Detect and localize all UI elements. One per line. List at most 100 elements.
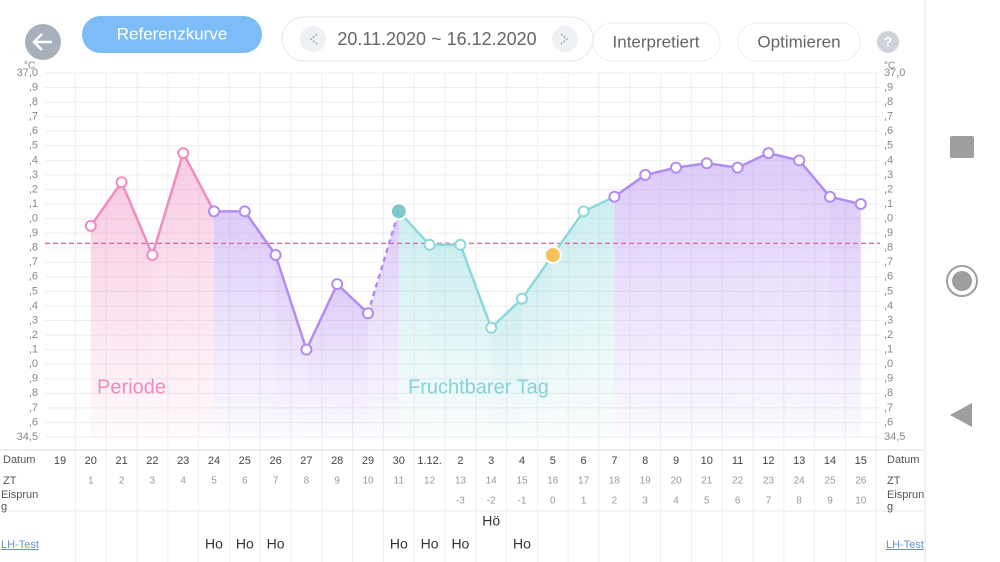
cycle-day: 3 [150,476,156,487]
prev-button[interactable] [300,26,326,52]
cycle-day: 7 [273,476,279,487]
cycle-day: 19 [640,476,652,487]
y-tick-label: ,8 [29,96,38,108]
line-segment [151,152,185,256]
y-tick-label: ,9 [29,81,38,93]
area [275,255,307,437]
date-label: 9 [673,455,679,467]
line-segment [613,173,646,198]
next-button[interactable] [552,26,578,52]
prev-icon [309,33,318,45]
cycle-day: 16 [547,476,559,487]
area [645,167,676,437]
cycle-day: 6 [242,476,248,487]
y-tick-label: ,3 [29,169,38,181]
y-tick-label: ,1 [29,198,38,210]
date-label: 5 [550,455,556,467]
y-tick-label: ,5 [884,285,893,297]
y-tick-label: ,7 [884,256,893,268]
date-label: 23 [177,455,189,467]
date-label: 14 [824,455,836,467]
y-tick-label: 34,5 [17,431,38,443]
cycle-day: 18 [609,476,621,487]
y-tick-label: ,8 [884,96,893,108]
back-nav-button[interactable] [950,403,972,427]
y-tick-label: ,9 [29,373,38,385]
y-tick-label: ,5 [29,140,38,152]
y-tick-label: ,4 [884,154,893,166]
row-label-ovulation: Eisprung [887,489,925,513]
data-point [208,205,220,218]
recents-button[interactable] [950,136,974,158]
ovulation-day: -2 [487,496,496,507]
y-tick-label: ,4 [29,154,38,166]
area [306,284,338,437]
cycle-day: 11 [394,476,405,487]
ovulation-day: 8 [796,496,802,507]
data-point [543,246,562,264]
data-point [516,292,528,305]
reference-label: Referenzkurve [117,24,228,43]
ovulation-day: 0 [550,496,556,507]
ovulation-day: 9 [827,496,833,507]
y-tick-label: ,2 [29,183,38,195]
line-segment [798,159,831,198]
area [214,211,245,437]
area [830,196,861,437]
lh-test: Ho [513,536,531,552]
cycle-day: 21 [701,476,713,487]
area [368,211,399,437]
interpreted-button[interactable] [592,22,721,62]
y-tick-label: ,5 [29,285,38,297]
lh-test: Ho [451,536,469,552]
y-tick-label: ,9 [884,373,893,385]
ovulation-day: -3 [456,496,465,507]
y-tick-label: ,7 [29,402,38,414]
unit-left: °C [24,61,35,72]
y-tick-label: ,3 [884,314,893,326]
line-segment [274,254,308,351]
area [614,174,646,438]
ovulation-day: 5 [704,496,710,507]
cycle-day: 12 [424,476,436,487]
data-point [854,198,867,211]
cycle-day: 1 [88,476,94,487]
area [152,153,184,437]
lh-test: Ho [236,536,254,552]
reference-button[interactable] [82,16,262,53]
area [429,244,461,437]
ovulation-day: 1 [581,496,587,507]
optimize-button[interactable] [737,22,861,62]
cycle-day: 23 [763,476,775,487]
row-label-lh[interactable]: LH-Test [886,539,924,551]
date-label: 20 [85,455,97,467]
y-tick-label: ,0 [29,213,38,225]
area [799,160,830,438]
cycle-day: 26 [855,476,867,487]
date-label: 21 [115,455,127,467]
cycle-day: 9 [334,476,340,487]
line-segment [490,297,523,329]
y-tick-label: ,6 [29,271,38,283]
interpreted-label: Interpretiert [613,32,700,51]
line-segment [89,181,123,227]
y-tick-label: ,7 [29,111,38,123]
area [183,153,214,437]
help-button[interactable] [877,31,899,53]
line-segment [459,244,493,329]
data-point [423,238,436,251]
data-point [762,147,775,160]
y-tick-label: ,8 [884,242,893,254]
data-point [485,321,498,334]
y-tick-label: ,1 [29,344,38,356]
line-segment [305,283,339,351]
area [398,211,430,437]
y-tick-label: ,6 [29,416,38,428]
y-tick-label: ,6 [884,416,893,428]
lh-test: Ho [267,536,285,552]
date-range: 20.11.2020 ~ 16.12.2020 [337,29,536,49]
row-label-lh[interactable]: LH-Test [1,539,39,551]
ovulation-day: 4 [673,496,679,507]
home-button[interactable] [946,265,978,297]
next-icon [560,33,569,45]
